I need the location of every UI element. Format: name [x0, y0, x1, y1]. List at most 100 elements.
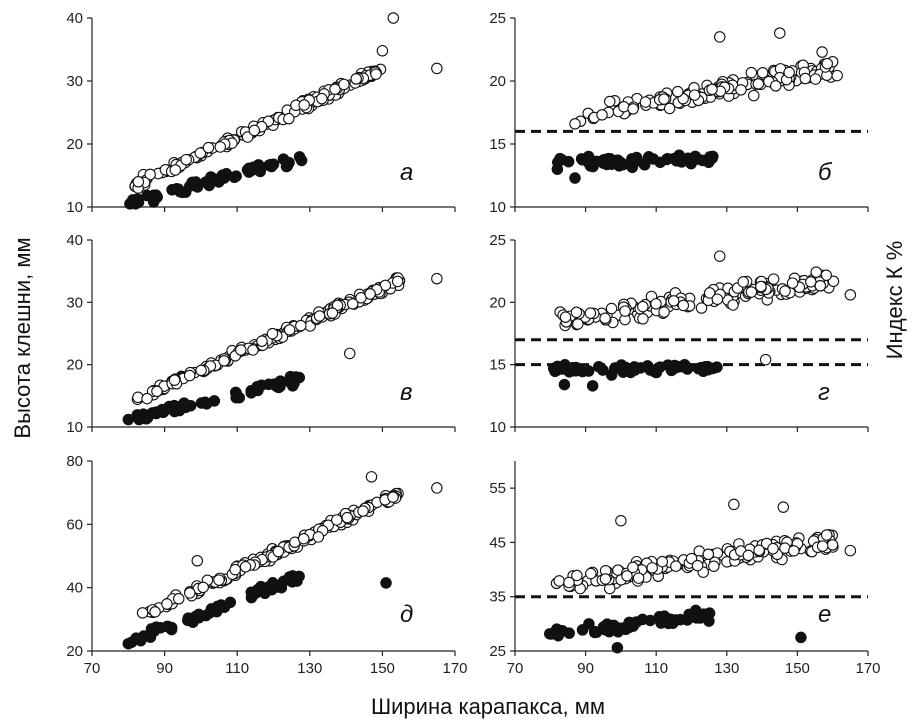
open-data-point [195, 364, 207, 377]
filled-data-point [274, 375, 287, 387]
open-data-point [343, 347, 356, 360]
filled-data-point [582, 365, 595, 377]
open-data-point [559, 311, 572, 323]
open-data-point [658, 93, 670, 105]
x-tick-label: 130 [297, 660, 322, 677]
open-data-point [809, 73, 822, 85]
filled-data-point [593, 360, 605, 373]
filled-data-point [660, 612, 673, 625]
panel-letter: в [400, 379, 413, 406]
open-data-point [283, 112, 295, 125]
filled-data-point [161, 620, 174, 633]
filled-data-point [135, 634, 147, 647]
open-data-point [346, 298, 359, 310]
open-data-point [312, 531, 325, 543]
filled-data-point [641, 360, 654, 372]
filled-data-point [569, 172, 581, 184]
open-data-point [745, 66, 758, 79]
open-data-point [618, 101, 630, 113]
filled-data-point [245, 387, 257, 399]
open-data-point [570, 306, 583, 319]
panel-2: 10 20 30 40 в [66, 232, 456, 436]
filled-data-point [254, 165, 267, 178]
open-data-point [637, 313, 649, 325]
filled-data-point [204, 606, 216, 619]
open-data-point [197, 581, 209, 594]
open-data-point [708, 560, 720, 572]
filled-data-point [543, 628, 556, 640]
filled-data-point [280, 160, 293, 173]
open-data-point [329, 83, 341, 95]
y-tick-label: 25 [489, 643, 506, 660]
open-data-point [713, 31, 726, 43]
filled-data-point [601, 618, 613, 630]
y-tick-label: 40 [66, 10, 83, 27]
x-tick-label: 130 [714, 660, 739, 677]
open-data-point [615, 514, 627, 527]
filled-data-point [178, 397, 190, 409]
open-data-point [753, 544, 765, 557]
open-data-point [184, 587, 196, 599]
open-data-point [820, 529, 833, 541]
filled-data-point [551, 163, 564, 175]
filled-data-point [286, 380, 299, 392]
filled-data-point [190, 176, 202, 188]
panel-4: 20 40 60 80 70 90 110 130 150 170 д [66, 453, 467, 677]
open-data-point [370, 68, 382, 80]
open-data-point [670, 560, 682, 572]
y-tick-label: 45 [489, 534, 506, 551]
open-data-point [202, 141, 215, 154]
open-data-point [755, 280, 767, 293]
filled-data-point [583, 618, 595, 630]
filled-data-point [182, 612, 195, 624]
open-data-point [688, 89, 701, 101]
open-data-point [786, 277, 799, 289]
y-tick-label: 40 [66, 580, 83, 597]
y-tick-label: 20 [66, 357, 83, 374]
panel-0: 10 20 30 40 а [66, 10, 456, 216]
open-data-point [141, 392, 153, 405]
open-data-point [639, 96, 652, 108]
panel-letter: г [818, 379, 830, 406]
open-data-point [619, 305, 631, 317]
filled-data-point [228, 171, 241, 183]
open-data-point [667, 295, 680, 307]
y-tick-label: 25 [489, 10, 506, 27]
open-data-point [295, 319, 307, 332]
open-data-point [247, 344, 259, 356]
open-data-point [248, 124, 261, 137]
open-data-point [788, 545, 800, 557]
filled-data-point [628, 361, 641, 373]
open-data-point [151, 385, 163, 398]
filled-data-point [140, 410, 153, 422]
filled-data-point [269, 580, 281, 593]
open-data-point [585, 567, 597, 580]
open-data-point [646, 562, 658, 574]
x-tick-label: 90 [577, 660, 594, 677]
open-data-point [431, 482, 443, 494]
open-data-point [656, 555, 669, 568]
open-data-point [297, 532, 310, 545]
open-data-point [144, 168, 156, 181]
open-data-point [229, 563, 241, 576]
filled-data-point [122, 637, 135, 650]
open-data-point [391, 275, 404, 288]
open-data-point [677, 299, 690, 312]
open-data-point [338, 78, 350, 91]
y-tick-label: 15 [489, 136, 506, 153]
y-tick-label: 10 [66, 419, 83, 436]
open-data-point [168, 374, 181, 386]
y-axis-title-right: Индекс К % [882, 241, 907, 360]
open-data-point [745, 286, 758, 298]
open-data-point [672, 85, 684, 98]
open-data-point [172, 593, 185, 605]
open-data-point [691, 559, 704, 572]
open-data-point [213, 574, 225, 586]
open-data-point [637, 300, 649, 313]
open-data-point [180, 153, 192, 166]
open-data-point [191, 554, 204, 567]
x-tick-label: 170 [855, 660, 880, 677]
open-data-point [783, 66, 795, 79]
x-tick-label: 170 [442, 660, 467, 677]
filled-data-point [129, 198, 142, 210]
